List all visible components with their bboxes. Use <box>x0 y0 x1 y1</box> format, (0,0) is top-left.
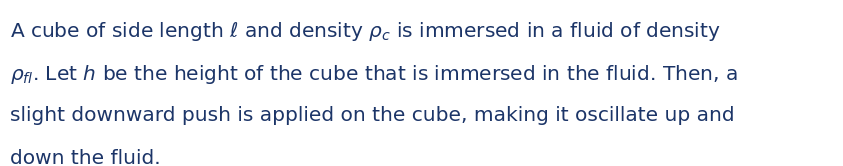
Text: A cube of side length $\ell$ and density $\rho_c$ is immersed in a fluid of dens: A cube of side length $\ell$ and density… <box>10 20 721 43</box>
Text: down the fluid.: down the fluid. <box>10 149 161 166</box>
Text: slight downward push is applied on the cube, making it oscillate up and: slight downward push is applied on the c… <box>10 106 735 125</box>
Text: $\rho_{fl}$. Let $h$ be the height of the cube that is immersed in the fluid. Th: $\rho_{fl}$. Let $h$ be the height of th… <box>10 63 738 86</box>
